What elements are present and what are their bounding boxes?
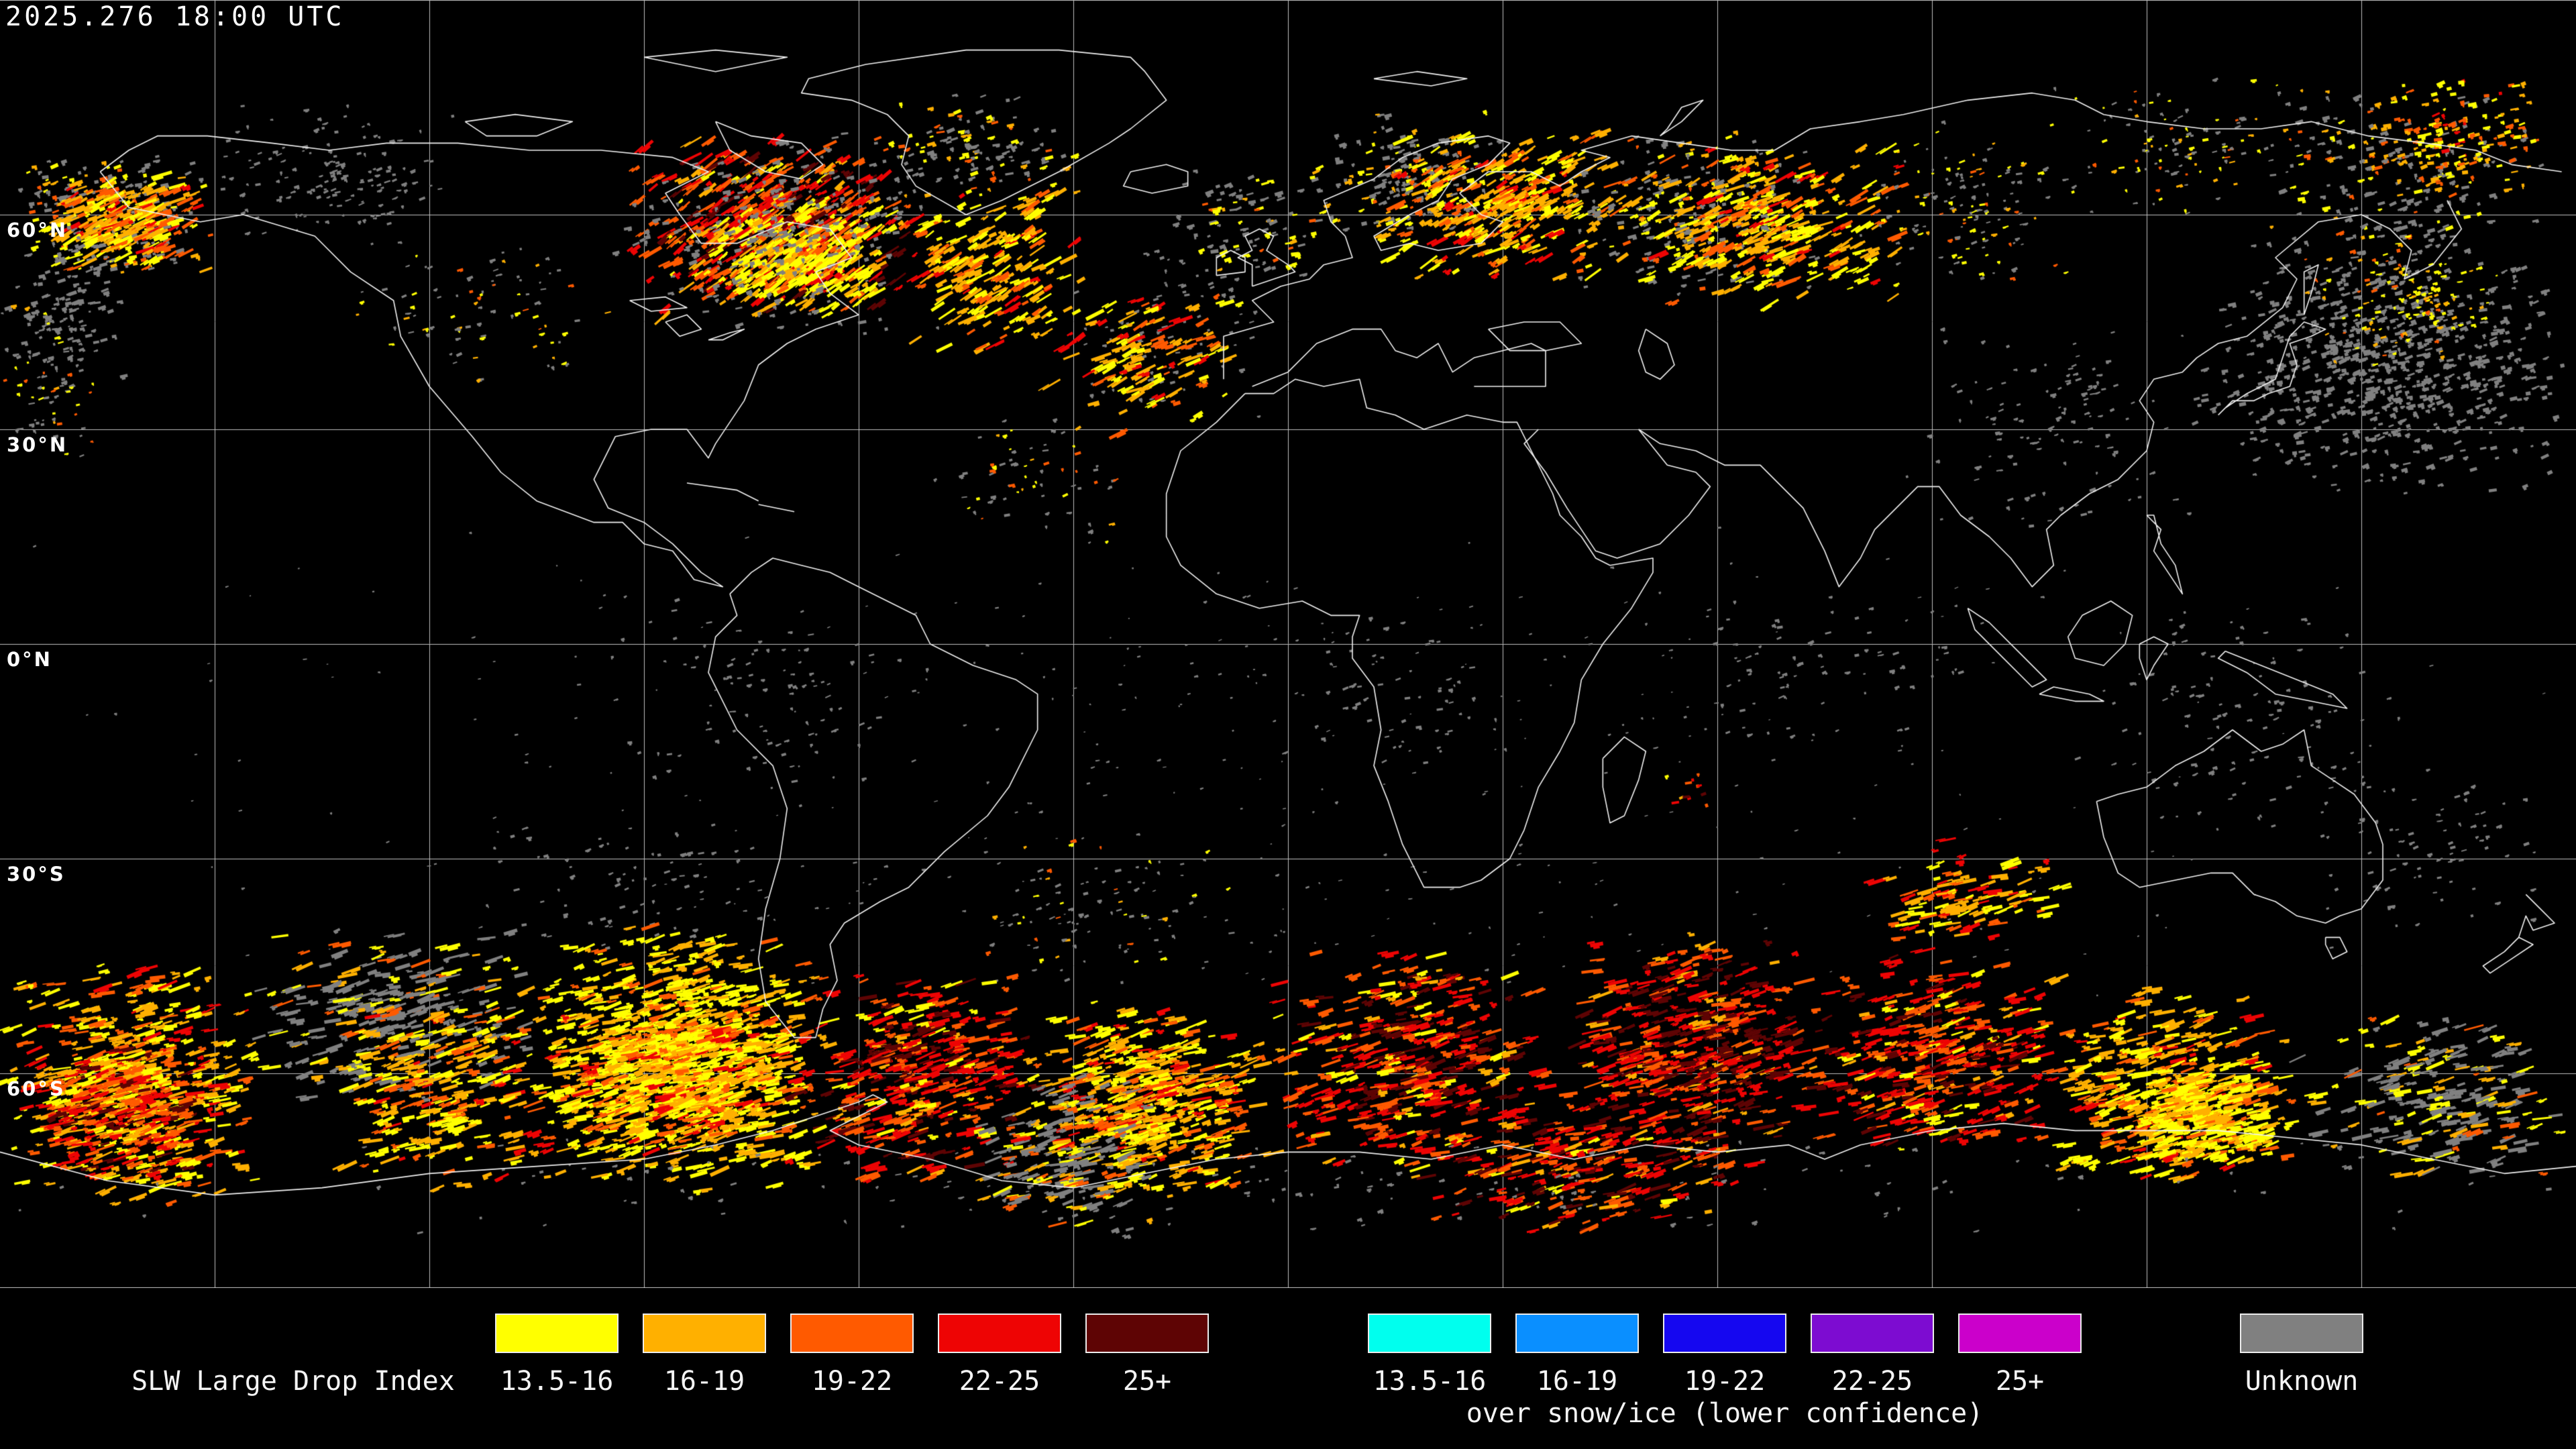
legend-label-snow_ice-13.5-16: 13.5-16 bbox=[1373, 1366, 1487, 1397]
legend-swatch-snow_ice-25+ bbox=[1958, 1313, 2082, 1353]
lat-label-30N: 30°N bbox=[7, 433, 68, 456]
legend-title: SLW Large Drop Index bbox=[131, 1366, 455, 1397]
lat-label-60N: 60°N bbox=[7, 219, 68, 241]
legend-label-unknown: Unknown bbox=[2245, 1366, 2359, 1397]
legend: SLW Large Drop Index 13.5-16 16-19 19-22 22… bbox=[0, 1288, 2576, 1449]
legend-swatch-normal-22-25 bbox=[938, 1313, 1061, 1353]
legend-swatch-normal-19-22 bbox=[790, 1313, 914, 1353]
legend-label-normal-25+: 25+ bbox=[1122, 1366, 1172, 1397]
legend-swatch-snow_ice-16-19 bbox=[1515, 1313, 1639, 1353]
legend-label-snow_ice-16-19: 16-19 bbox=[1536, 1366, 1618, 1397]
legend-note-snowice: over snow/ice (lower confidence) bbox=[1466, 1398, 1984, 1429]
timestamp: 2025.276 18:00 UTC bbox=[5, 1, 345, 32]
legend-label-normal-13.5-16: 13.5-16 bbox=[500, 1366, 614, 1397]
legend-swatch-unknown bbox=[2240, 1313, 2363, 1353]
legend-label-snow_ice-25+: 25+ bbox=[1995, 1366, 2045, 1397]
legend-label-snow_ice-22-25: 22-25 bbox=[1831, 1366, 1913, 1397]
lat-label-60S: 60°S bbox=[7, 1077, 66, 1100]
world-map-canvas bbox=[0, 0, 2576, 1288]
lat-label-0N: 0°N bbox=[7, 648, 52, 671]
legend-label-snow_ice-19-22: 19-22 bbox=[1684, 1366, 1766, 1397]
legend-swatch-snow_ice-19-22 bbox=[1663, 1313, 1786, 1353]
legend-swatch-normal-16-19 bbox=[643, 1313, 766, 1353]
legend-swatch-snow_ice-13.5-16 bbox=[1368, 1313, 1491, 1353]
legend-label-normal-16-19: 16-19 bbox=[663, 1366, 745, 1397]
legend-label-normal-19-22: 19-22 bbox=[811, 1366, 893, 1397]
lat-label-30S: 30°S bbox=[7, 863, 66, 885]
legend-label-normal-22-25: 22-25 bbox=[959, 1366, 1040, 1397]
legend-swatch-snow_ice-22-25 bbox=[1811, 1313, 1934, 1353]
legend-swatch-normal-25+ bbox=[1085, 1313, 1209, 1353]
legend-swatch-normal-13.5-16 bbox=[495, 1313, 619, 1353]
